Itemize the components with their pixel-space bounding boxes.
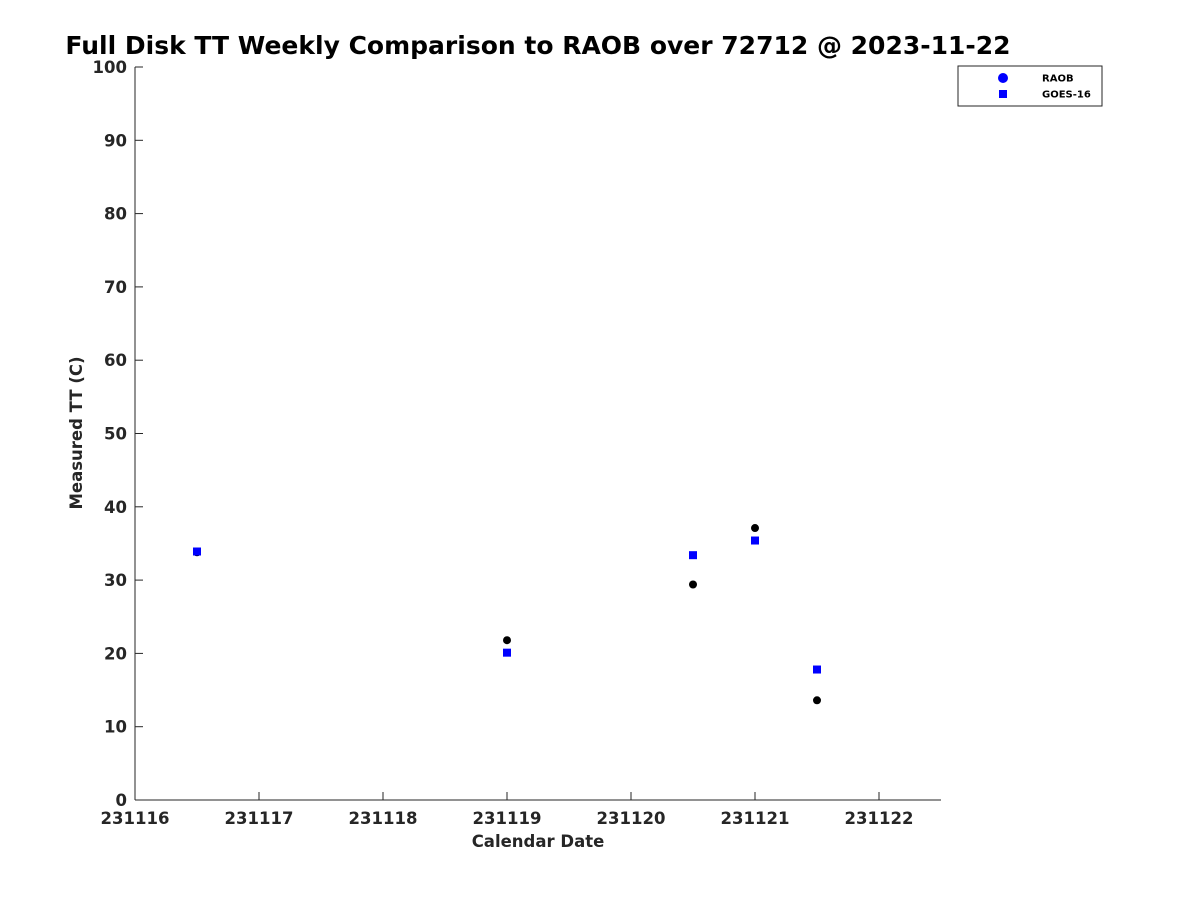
data-markers	[193, 524, 821, 705]
y-tick-label: 90	[104, 131, 127, 150]
legend: RAOB GOES-16	[957, 65, 1103, 107]
y-tick-label: 30	[104, 571, 127, 590]
x-axis-ticks: 231116 231117 231118 231119 231120 231121 2311…	[101, 792, 914, 828]
x-tick-label: 231119	[473, 809, 542, 828]
x-tick-label: 231118	[349, 809, 418, 828]
point-goes-16	[751, 536, 759, 545]
y-axis-ticks: 0 10 20 30 40 50 60 70 80 90 100	[93, 58, 143, 810]
y-tick-label: 50	[104, 425, 127, 444]
y-tick-label: 60	[104, 351, 127, 370]
legend-marker-goes-16	[999, 90, 1007, 98]
legend-label-raob: RAOB	[1042, 74, 1074, 85]
legend-label-goes-16: GOES-16	[1042, 90, 1091, 101]
legend-marker-raob	[998, 73, 1008, 83]
y-tick-label: 10	[104, 718, 127, 737]
x-tick-label: 231116	[101, 809, 170, 828]
y-tick-label: 100	[93, 58, 127, 77]
point-raob	[689, 580, 697, 589]
point-raob	[503, 636, 511, 645]
y-axis-label: Measured TT (C)	[67, 356, 86, 509]
y-tick-label: 40	[104, 498, 127, 517]
y-tick-label: 80	[104, 205, 127, 224]
point-raob	[813, 696, 821, 705]
y-tick-label: 0	[116, 791, 127, 810]
point-goes-16	[813, 665, 821, 674]
x-axis-label: Calendar Date	[472, 832, 605, 851]
legend-items: RAOB GOES-16	[998, 73, 1091, 101]
y-tick-label: 20	[104, 644, 127, 663]
point-goes-16	[689, 551, 697, 560]
legend-box	[957, 65, 1103, 107]
x-tick-label: 231120	[597, 809, 666, 828]
x-tick-label: 231121	[721, 809, 790, 828]
point-goes-16	[503, 648, 511, 657]
x-tick-label: 231122	[845, 809, 914, 828]
point-goes-16	[193, 547, 201, 556]
y-tick-label: 70	[104, 278, 127, 297]
x-tick-label: 231117	[225, 809, 294, 828]
chart-title: Full Disk TT Weekly Comparison to RAOB o…	[65, 31, 1010, 60]
point-raob	[751, 524, 759, 533]
